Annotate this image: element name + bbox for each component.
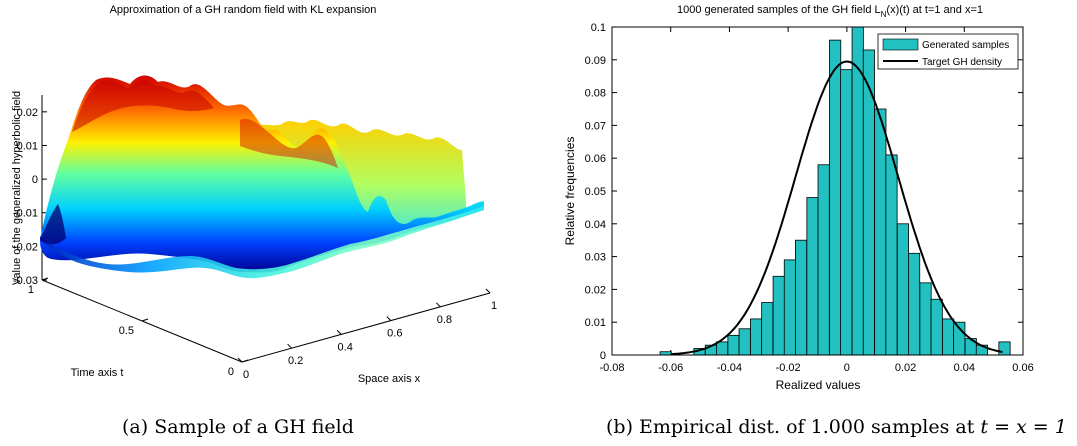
plot-frame xyxy=(611,26,1024,356)
x-tick-mark xyxy=(336,330,342,335)
surface-plot: Approximation of a GH random field with … xyxy=(11,4,497,385)
x-tick-label: -0.04 xyxy=(717,362,742,374)
y-ticks: 0 0.01 0.02 0.03 0.04 0.05 0.06 0.07 0.08 0.09 0.1 xyxy=(585,22,1023,362)
x-ticks: 0 0.2 0.4 0.6 0.8 1 xyxy=(237,288,497,381)
x-tick-mark xyxy=(287,343,292,349)
t-tick-mark xyxy=(141,318,149,322)
surface-crest xyxy=(72,80,214,132)
surface-left-edge xyxy=(40,204,66,245)
t-tick-mark xyxy=(41,277,49,281)
histogram-bar xyxy=(896,223,909,356)
histogram-bar xyxy=(908,252,921,356)
histogram-bar xyxy=(772,275,785,356)
histogram-bar xyxy=(829,39,842,356)
caption-b-math: t = x = 1 xyxy=(980,416,1067,438)
caption-b-text: (b) Empirical dist. of 1.000 samples at xyxy=(606,416,981,438)
t-tick-label: 1 xyxy=(28,284,34,296)
x-tick-label: 1 xyxy=(491,300,497,312)
y-tick-label: 0.06 xyxy=(585,153,606,165)
y-tick-label: 0.07 xyxy=(585,120,606,132)
z-tick-label: 0.02 xyxy=(17,107,38,119)
z-tick-label: 0.01 xyxy=(17,140,38,152)
x-axis-label: Space axis x xyxy=(358,373,421,385)
caption-b: (b) Empirical dist. of 1.000 samples at … xyxy=(606,416,1067,438)
surface-title: Approximation of a GH random field with … xyxy=(110,4,377,16)
z-ticks: -0.03 -0.02 -0.01 0 0.01 0.02 xyxy=(13,107,47,287)
z-tick-label: -0.03 xyxy=(13,275,38,287)
title-subscript: N xyxy=(881,10,887,19)
histogram-bar xyxy=(885,154,898,356)
histogram-bar xyxy=(851,26,864,356)
histogram-bar xyxy=(738,328,751,356)
x-axis-label: Realized values xyxy=(776,378,861,392)
x-tick-mark xyxy=(237,357,243,363)
y-tick-label: 0.01 xyxy=(585,317,606,329)
caption-a: (a) Sample of a GH field xyxy=(122,416,354,438)
x-tick-label: 0.02 xyxy=(895,362,916,374)
x-tick-label: 0.6 xyxy=(387,328,402,340)
t-tick-mark xyxy=(241,359,249,363)
x-tick-mark xyxy=(485,288,491,294)
t-axis-label: Time axis t xyxy=(71,367,124,379)
x-tick-label: 0 xyxy=(243,369,249,381)
y-tick-label: 0 xyxy=(600,350,606,362)
x-tick-label: 0.06 xyxy=(1012,362,1033,374)
x-tick-label: -0.06 xyxy=(658,362,683,374)
legend: Generated samples Target GH density xyxy=(877,33,1019,70)
y-tick-label: 0.08 xyxy=(585,88,606,100)
title-tail: (x)(t) at t=1 and x=1 xyxy=(886,4,983,16)
histogram-bar xyxy=(998,341,1011,356)
surface-main xyxy=(40,75,484,273)
histogram-bar xyxy=(727,334,740,356)
legend-swatch-bars xyxy=(882,38,919,51)
x-tick-label: 0 xyxy=(844,362,850,374)
y-tick-label: 0.1 xyxy=(591,22,606,34)
histogram-bar xyxy=(750,318,763,356)
y-tick-label: 0.09 xyxy=(585,55,606,67)
title-main: 1000 generated samples of the GH field L xyxy=(677,4,881,16)
density-curve xyxy=(670,60,1003,356)
surface-crest-2 xyxy=(240,118,338,168)
x-tick-label: -0.02 xyxy=(776,362,801,374)
legend-label-samples: Generated samples xyxy=(922,40,1009,51)
z-axis-label: Value of the generalized hyperbolic fiel… xyxy=(11,91,23,285)
x-tick-label: 0.4 xyxy=(338,341,353,353)
histogram-bar xyxy=(761,302,774,356)
histogram-bar xyxy=(716,341,729,356)
x-axis-line xyxy=(241,292,491,363)
x-tick-label: -0.08 xyxy=(599,362,624,374)
legend-label-density: Target GH density xyxy=(922,57,1002,68)
z-tick-label: -0.02 xyxy=(13,241,38,253)
t-tick-label: 0 xyxy=(228,366,234,378)
histogram-bar xyxy=(795,239,808,356)
histogram-plot: 1000 generated samples of the GH field L… xyxy=(563,4,1034,392)
y-tick-label: 0.02 xyxy=(585,284,606,296)
y-tick-label: 0.05 xyxy=(585,186,606,198)
y-tick-label: 0.03 xyxy=(585,252,606,264)
x-tick-label: 0.8 xyxy=(437,314,452,326)
histogram-title: 1000 generated samples of the GH field L… xyxy=(677,4,983,19)
histogram-bar xyxy=(840,69,853,356)
histogram-bar xyxy=(783,259,796,356)
z-tick-label: -0.01 xyxy=(13,208,38,220)
x-tick-label: 0.2 xyxy=(288,355,303,367)
histogram-bar xyxy=(919,282,932,356)
histogram-bar xyxy=(942,318,955,356)
histogram-bar xyxy=(806,197,819,356)
x-ticks: -0.08 -0.06 -0.04 -0.02 0 0.02 0.04 0.06 xyxy=(599,27,1034,374)
x-tick-label: 0.04 xyxy=(954,362,975,374)
histogram-bar xyxy=(874,108,887,356)
z-tick-label: 0 xyxy=(32,174,38,186)
t-ticks: 00.51 xyxy=(28,277,249,378)
histogram-bar xyxy=(930,298,943,356)
x-tick-mark xyxy=(436,302,441,308)
y-axis-label: Relative frequencies xyxy=(563,137,577,246)
histogram-bar xyxy=(817,164,830,356)
t-tick-label: 0.5 xyxy=(119,325,134,337)
y-tick-label: 0.04 xyxy=(585,219,606,231)
x-tick-mark xyxy=(386,316,392,321)
